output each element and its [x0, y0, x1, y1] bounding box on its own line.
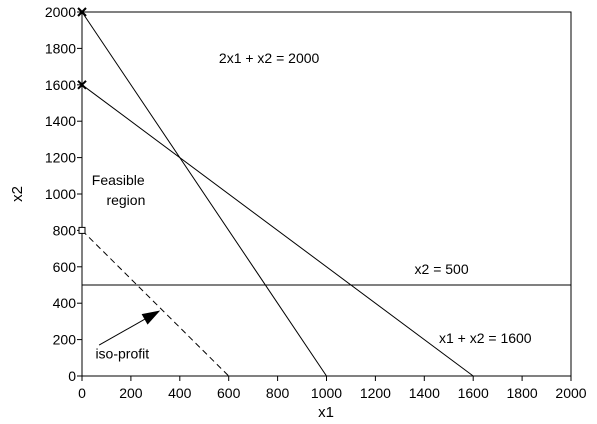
y-tick-label: 1200: [45, 150, 76, 166]
square-marker: [78, 226, 86, 234]
x-tick-label: 600: [217, 385, 241, 401]
y-tick-label: 1600: [45, 77, 76, 93]
x-tick-label: 1200: [360, 385, 391, 401]
x-tick-label: 1600: [458, 385, 489, 401]
x-tick-label: 1400: [409, 385, 440, 401]
markers: [77, 7, 87, 234]
x-tick-label: 800: [266, 385, 290, 401]
y-tick-label: 1400: [45, 113, 76, 129]
y-tick-label: 400: [53, 295, 77, 311]
annotation-iso: iso-profit: [95, 346, 149, 362]
annotation-c1: 2x1 + x2 = 2000: [219, 50, 320, 66]
y-tick-label: 800: [53, 222, 77, 238]
x-tick-label: 400: [168, 385, 192, 401]
y-tick-label: 200: [53, 332, 77, 348]
y-tick-label: 600: [53, 259, 77, 275]
annotation-c2: x1 + x2 = 1600: [439, 330, 532, 346]
annotation-fr1: Feasible: [92, 172, 145, 188]
annotation-fr2: region: [106, 192, 145, 208]
y-tick-label: 2000: [45, 4, 76, 20]
x-tick-label: 0: [78, 385, 86, 401]
x-marker: [77, 80, 87, 90]
x-tick-label: 1800: [507, 385, 538, 401]
y-tick-label: 1800: [45, 40, 76, 56]
ticks: 0 200 400 600 800 1000 1200 1400 1600 1800 2000 0 20…: [45, 4, 587, 401]
plot-area: [81, 11, 572, 377]
iso-profit-arrow: [98, 310, 161, 346]
x-tick-label: 200: [119, 385, 143, 401]
y-tick-label: 1000: [45, 186, 76, 202]
series: [81, 11, 571, 377]
x-marker: [77, 7, 87, 17]
x-tick-label: 2000: [555, 385, 586, 401]
series-line-1: [81, 84, 474, 377]
y-axis-title: x2: [9, 186, 26, 202]
series-line-0: [81, 11, 327, 377]
annotations: 2x1 + x2 = 2000 x1 + x2 = 1600 x2 = 500 Fea…: [92, 50, 532, 362]
x-tick-label: 1000: [311, 385, 342, 401]
x-axis-title: x1: [318, 404, 334, 421]
series-line-3: [81, 230, 230, 377]
annotation-c3: x2 = 500: [415, 261, 469, 277]
y-tick-label: 0: [68, 368, 76, 384]
